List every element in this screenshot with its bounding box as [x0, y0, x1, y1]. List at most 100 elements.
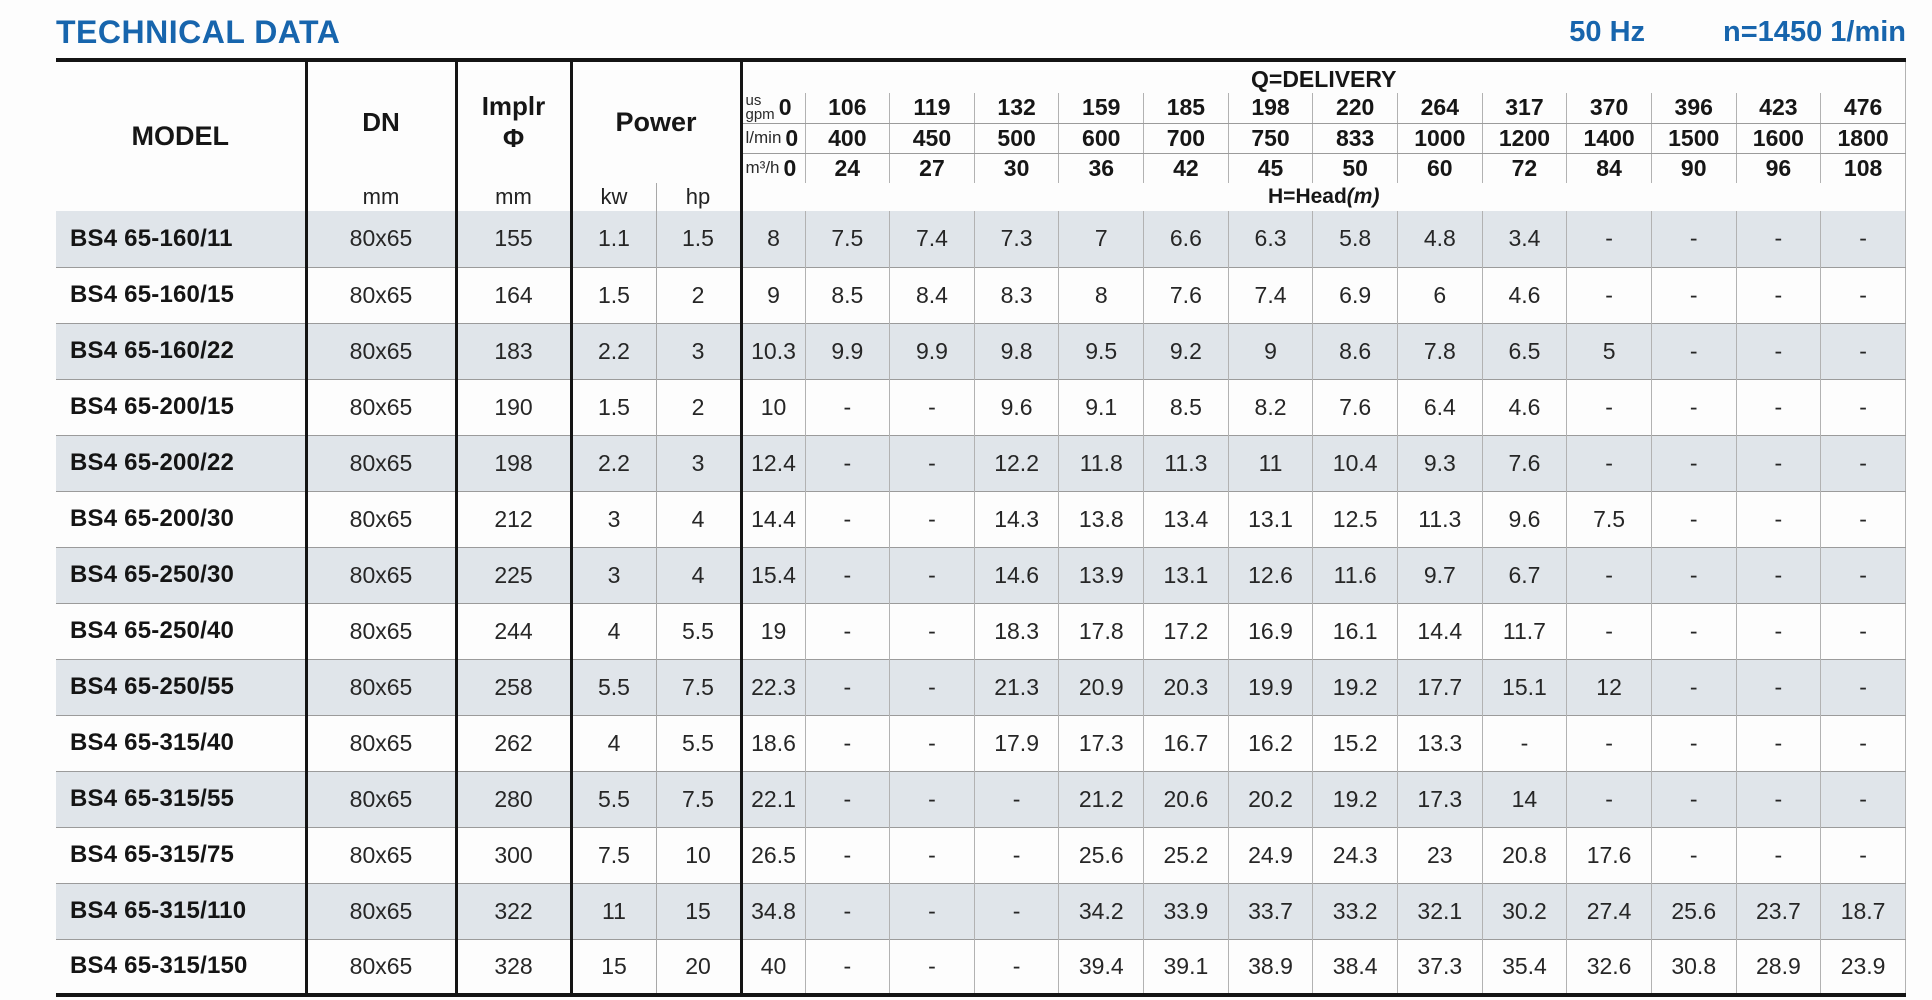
head-value-cell: 8.4 [889, 267, 975, 323]
head-value-cell: - [1650, 491, 1737, 547]
head-value-cell: 35.4 [1481, 939, 1567, 995]
dn-column-header: DN [306, 60, 458, 183]
head-value-cell: - [1735, 827, 1821, 883]
table-row: BS4 65-315/40 80x65 262 4 5.5 18.6- -17.9… [56, 715, 1906, 771]
impeller-cell: 328 [456, 939, 573, 995]
head-value-cell: 7.4 [1227, 267, 1313, 323]
head-value-cell: 7.3 [973, 211, 1059, 267]
head-value-cell: - [1566, 603, 1652, 659]
table-row: BS4 65-200/30 80x65 212 3 4 14.4- -14.3 13… [56, 491, 1906, 547]
impeller-cell: 190 [456, 379, 573, 435]
head-value-cell: 24.9 [1227, 827, 1313, 883]
head-value-cell: - [889, 715, 975, 771]
head-value-cell: 9.8 [973, 323, 1059, 379]
head-value-cell: - [889, 827, 975, 883]
model-column-header: MODEL [56, 60, 308, 211]
lmin-value-cell: 1800 [1820, 123, 1906, 154]
head-value-cell: 38.9 [1227, 939, 1313, 995]
head-value-cell: 7.4 [889, 211, 975, 267]
head-value-cell: 5 [1566, 323, 1652, 379]
m3h-value-cell: 84 [1566, 153, 1652, 183]
impeller-column-header: Implr Φ [456, 60, 573, 183]
head-value-cell: - [889, 435, 975, 491]
kw-cell: 3 [571, 547, 657, 603]
head-value-cell: 18.7 [1820, 883, 1906, 939]
impeller-cell: 164 [456, 267, 573, 323]
head-value-cell: 7 [1058, 211, 1144, 267]
gpm-row: us gpm 0 106 119 132 159 185 198 220 264 317 370 3… [56, 93, 1906, 124]
dn-cell: 80x65 [306, 603, 458, 659]
model-cell: BS4 65-250/40 [56, 603, 308, 659]
impeller-cell: 262 [456, 715, 573, 771]
head-value-cell: 12.5 [1312, 491, 1398, 547]
m3h-value-cell: 96 [1735, 153, 1821, 183]
head-value-cell: 11 [1227, 435, 1313, 491]
head-value-cell: 4.6 [1481, 379, 1567, 435]
head-value-cell: - [1820, 267, 1906, 323]
table-row: BS4 65-315/150 80x65 328 15 20 40- - -39.4… [56, 939, 1906, 995]
hp-cell: 4 [656, 547, 743, 603]
dn-cell: 80x65 [306, 547, 458, 603]
head-value-cell: - [804, 715, 890, 771]
head-value-cell: - [889, 659, 975, 715]
head-value-cell: 3.4 [1481, 211, 1567, 267]
head-value-cell: 17.7 [1396, 659, 1483, 715]
m3h-value-cell: 50 [1312, 153, 1398, 183]
head-value-cell: 39.1 [1143, 939, 1229, 995]
kw-cell: 15 [571, 939, 657, 995]
lmin-unit-cell: l/min 0 [740, 123, 805, 154]
hp-cell: 2 [656, 267, 743, 323]
dn-cell: 80x65 [306, 323, 458, 379]
head-value-cell: - [889, 883, 975, 939]
head-value-cell: 30.2 [1481, 883, 1567, 939]
head-value-cell: 5.8 [1312, 211, 1398, 267]
head-value-cell: - [1820, 491, 1906, 547]
m3h-value-cell: 24 [804, 153, 890, 183]
head-value-cell: 25.6 [1058, 827, 1144, 883]
head-value-cell: 17.2 [1143, 603, 1229, 659]
table-row: BS4 65-200/15 80x65 190 1.5 2 10- -9.6 9.1… [56, 379, 1906, 435]
head-value-cell: - [1650, 267, 1737, 323]
gpm-value-cell: 220 [1312, 93, 1398, 124]
lmin-zero-value: 0 [785, 124, 799, 151]
head-value-cell: 24.3 [1312, 827, 1398, 883]
head-value-cell: 6.5 [1481, 323, 1567, 379]
impeller-cell: 258 [456, 659, 573, 715]
head-value-cell: 7.5 [804, 211, 890, 267]
head-value-cell: 9.5 [1058, 323, 1144, 379]
table-row: BS4 65-315/75 80x65 300 7.5 10 26.5- - -25… [56, 827, 1906, 883]
dn-unit: mm [306, 183, 458, 211]
head-value-cell: - [804, 547, 890, 603]
dn-cell: 80x65 [306, 715, 458, 771]
m3h-value-cell: 90 [1650, 153, 1737, 183]
head-value-cell: - [804, 771, 890, 827]
head-value-cell: 14.6 [973, 547, 1059, 603]
head-value-cell: - [973, 771, 1059, 827]
head-value-cell: - [1650, 827, 1737, 883]
lmin-value-cell: 750 [1227, 123, 1313, 154]
head-value-cell: - [804, 491, 890, 547]
head-value-cell: - [1820, 603, 1906, 659]
head-value-cell: - [1566, 771, 1652, 827]
head-value-cell: 4.8 [1396, 211, 1483, 267]
head-value-cell: - [889, 771, 975, 827]
lmin-row: l/min 0 400 450 500 600 700 750 833 1000 1200 140… [56, 123, 1906, 154]
lmin-unit-label: l/min [745, 127, 782, 147]
head-value-cell: 23 [1396, 827, 1483, 883]
m3h-value-cell: 45 [1227, 153, 1313, 183]
head-value-cell: - [1650, 659, 1737, 715]
head-value-cell: 39.4 [1058, 939, 1144, 995]
head-value-cell: 11.3 [1396, 491, 1483, 547]
head-value-cell: - [1735, 379, 1821, 435]
table-row: BS4 65-250/40 80x65 244 4 5.5 19- -18.3 17… [56, 603, 1906, 659]
table-row: BS4 65-160/11 80x65 155 1.1 1.5 8 7.5 7.4 7… [56, 211, 1906, 267]
head-value-cell: 13.1 [1143, 547, 1229, 603]
head-value-cell: 9 [740, 267, 805, 323]
delivery-title-row: MODEL DN Implr Φ Power Q=DELIVERY [56, 60, 1906, 211]
impeller-unit: mm [456, 183, 573, 211]
lmin-value-cell: 600 [1058, 123, 1144, 154]
head-value-cell: - [1481, 715, 1567, 771]
head-title-text: H=Head [1268, 185, 1347, 208]
model-cell: BS4 65-315/150 [56, 939, 308, 995]
gpm-value-cell: 106 [804, 93, 890, 124]
